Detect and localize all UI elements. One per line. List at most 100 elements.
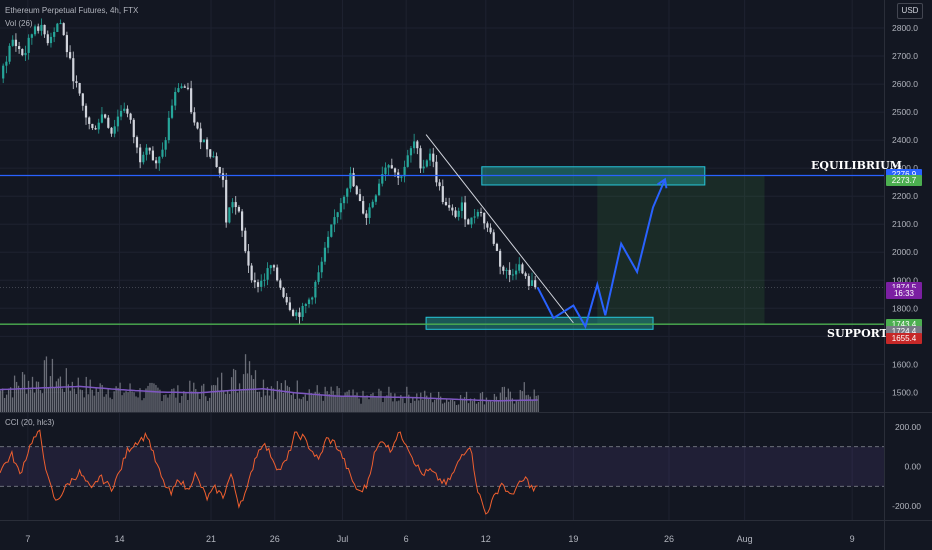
volume-bar <box>262 379 265 412</box>
candle-body <box>260 280 263 287</box>
volume-bar <box>505 397 508 412</box>
volume-bar <box>79 389 81 412</box>
volume-bar <box>133 392 135 412</box>
price-tag: 1874.5 <box>886 281 922 293</box>
volume-bar <box>487 401 490 412</box>
volume-bar <box>199 399 201 412</box>
volume-bar <box>3 397 6 412</box>
volume-bar <box>356 392 358 412</box>
volume-bar <box>71 381 73 412</box>
candle-body <box>339 203 342 213</box>
price-tag: 1724.4 <box>886 325 922 337</box>
volume-bar <box>451 398 454 412</box>
candle-body <box>317 272 320 282</box>
volume-bar <box>195 389 197 412</box>
volume-bar <box>515 400 517 412</box>
candle-body <box>279 280 282 289</box>
volume-bar <box>137 397 139 412</box>
candle-body <box>11 39 14 46</box>
candle-body <box>288 302 291 310</box>
price-tick-label: 2400.0 <box>892 135 918 145</box>
currency-label[interactable]: USD <box>897 3 923 19</box>
candle-body <box>524 273 527 277</box>
volume-bar <box>183 391 185 412</box>
candle-body <box>91 123 94 129</box>
volume-bar <box>493 393 496 412</box>
volume-bar <box>219 392 221 412</box>
price-tick-label: 2800.0 <box>892 23 918 33</box>
candle-body <box>314 281 317 298</box>
candle-body <box>24 52 27 56</box>
candle-body <box>400 176 403 178</box>
volume-bar <box>306 400 308 412</box>
volume-bar <box>201 385 203 412</box>
volume-legend[interactable]: Vol (26) <box>5 19 33 28</box>
volume-bar <box>41 393 44 412</box>
volume-bar <box>364 396 366 412</box>
candle-body <box>342 196 346 204</box>
cci-tick-label: 200.00 <box>895 422 921 432</box>
price-tick-label: 1500.0 <box>892 387 918 397</box>
candle-body <box>358 194 362 202</box>
candle-body <box>135 137 139 148</box>
volume-bar <box>175 397 177 412</box>
instrument-legend[interactable]: Ethereum Perpetual Futures, 4h, FTX <box>5 6 139 15</box>
volume-bar <box>61 388 64 412</box>
price-tick-label: 2300.0 <box>892 163 918 173</box>
cci-legend[interactable]: CCI (20, hlc3) <box>5 418 55 427</box>
candle-body <box>218 167 221 174</box>
candle-body <box>413 141 416 149</box>
volume-bar <box>376 396 378 412</box>
volume-bar <box>537 395 539 412</box>
candle-body <box>416 141 419 149</box>
descending-trendline <box>425 134 574 324</box>
candle-body <box>349 173 352 189</box>
candle-body <box>304 304 307 307</box>
volume-bar <box>17 385 20 412</box>
volume-bar <box>296 380 298 412</box>
volume-bar <box>332 390 334 412</box>
candle-body <box>18 46 21 50</box>
volume-bar <box>149 382 151 412</box>
candle-body <box>511 274 514 276</box>
volume-bar <box>481 391 484 412</box>
volume-bar <box>234 370 237 412</box>
volume-bar <box>274 399 277 412</box>
time-tick-label: 26 <box>664 534 674 544</box>
volume-bar <box>155 385 157 412</box>
volume-bar <box>109 397 111 412</box>
candle-body <box>212 156 215 158</box>
volume-bar <box>414 400 416 412</box>
volume-bar <box>282 392 285 412</box>
candle-body <box>502 266 505 271</box>
volume-bar <box>340 396 342 412</box>
candle-body <box>473 216 476 218</box>
volume-bar <box>529 396 531 412</box>
candle-body <box>244 230 247 252</box>
volume-bar <box>304 394 306 412</box>
price-tick-label: 1900.0 <box>892 275 918 285</box>
volume-bar <box>382 402 384 412</box>
volume-bar <box>7 389 10 412</box>
volume-bar <box>418 400 420 412</box>
volume-bar <box>300 399 302 412</box>
volume-bar <box>326 391 328 412</box>
volume-bar <box>473 398 476 412</box>
volume-bar <box>111 399 113 412</box>
candle-body <box>333 217 336 225</box>
volume-bar <box>513 403 515 412</box>
volume-bar <box>67 384 69 412</box>
candle-body <box>186 87 190 89</box>
volume-bar <box>125 391 127 412</box>
time-tick-label: 21 <box>206 534 216 544</box>
volume-bar <box>479 393 482 412</box>
price-tick-label: 2000.0 <box>892 247 918 257</box>
volume-bar <box>147 385 149 412</box>
candle-body <box>409 148 413 156</box>
volume-bar <box>428 398 430 412</box>
volume-bar <box>260 397 263 412</box>
axes: 2800.0 2700.0 2600.0 2500.0 2400.0 2300.0 2200… <box>25 23 921 544</box>
volume-bar <box>193 382 195 412</box>
